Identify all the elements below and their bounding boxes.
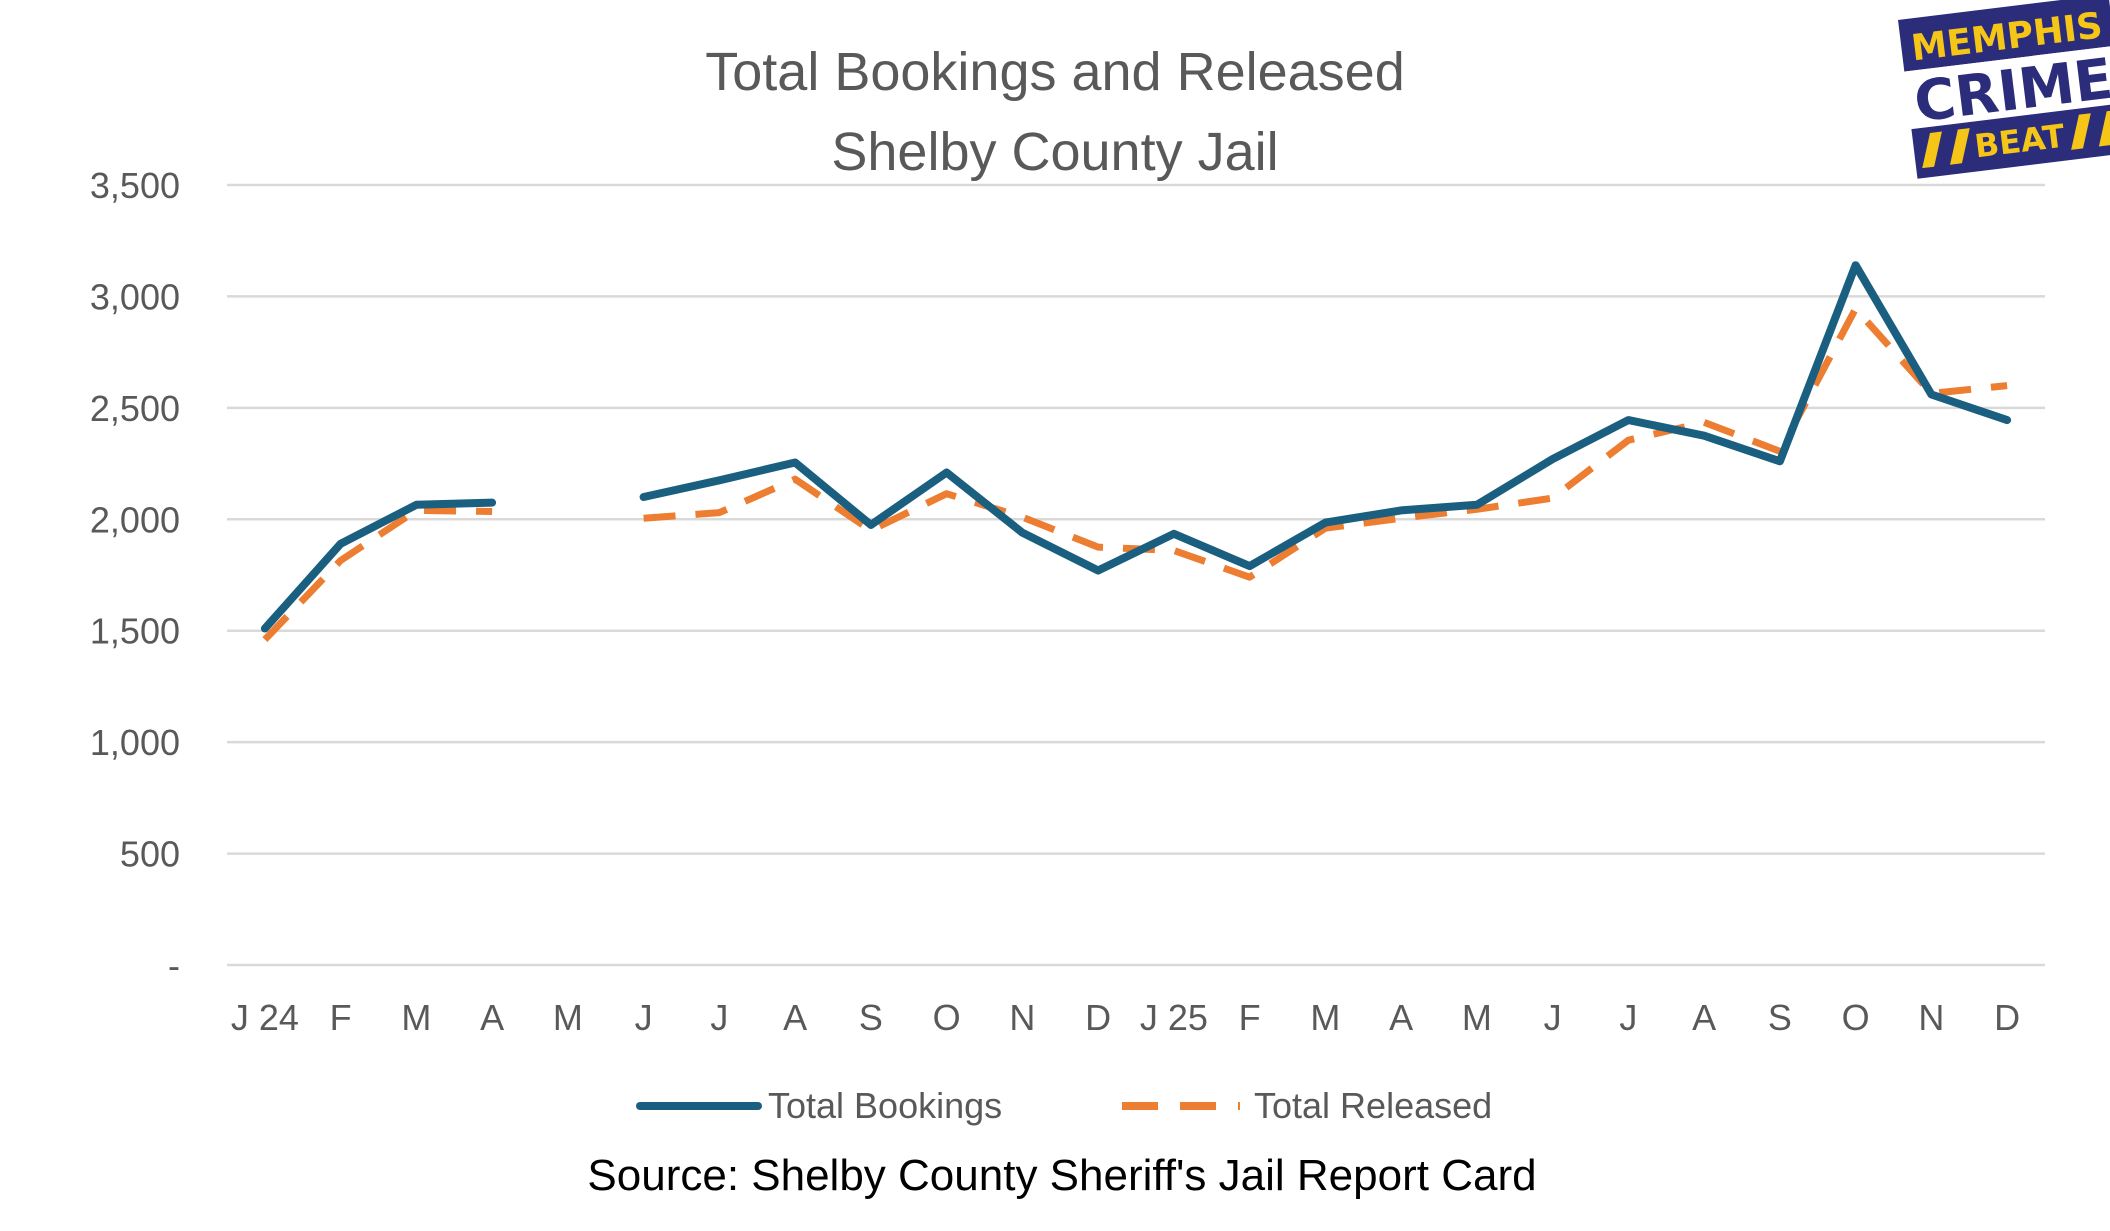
logo-stripe — [1922, 131, 1942, 169]
x-tick-label: D — [1085, 997, 1111, 1038]
chart-title-line-2: Shelby County Jail — [831, 122, 1278, 182]
x-tick-label: A — [480, 997, 504, 1038]
logo-stripe — [1950, 128, 1970, 165]
y-tick-label: 3,500 — [90, 165, 180, 206]
x-tick-label: O — [1842, 997, 1870, 1038]
x-tick-label: M — [553, 997, 583, 1038]
series-line-total-bookings — [260, 261, 2012, 633]
x-tick-label: F — [1239, 997, 1261, 1038]
y-tick-label: 2,000 — [90, 499, 180, 540]
x-tick-label: J — [635, 997, 653, 1038]
gridlines — [227, 183, 2045, 967]
x-tick-label: S — [1768, 997, 1792, 1038]
x-tick-label: D — [1994, 997, 2020, 1038]
y-tick-label: 1,500 — [90, 611, 180, 652]
x-tick-label: N — [1918, 997, 1944, 1038]
logo-stripe — [2098, 109, 2110, 147]
x-tick-label: J — [710, 997, 728, 1038]
y-tick-label: 1,000 — [90, 722, 180, 763]
legend-label-total-released: Total Released — [1254, 1085, 1492, 1126]
memphis-crime-beat-logo: MEMPHIS CRIME BEAT — [1898, 0, 2110, 179]
logo-band-bottom — [1911, 103, 2110, 179]
series-line-total-released — [262, 305, 2008, 643]
logo-band-top — [1898, 0, 2110, 72]
y-tick-label: 500 — [120, 834, 180, 875]
x-tick-label: J 24 — [231, 997, 299, 1038]
chart-title-line-1: Total Bookings and Released — [705, 42, 1404, 102]
x-axis-tick-labels: J 24 F M A M J J A S O N D J 25 F M A M J J A S O N D — [231, 997, 2020, 1038]
x-tick-label: J 25 — [1140, 997, 1208, 1038]
x-tick-label: J — [1619, 997, 1637, 1038]
y-tick-label: 2,500 — [90, 388, 180, 429]
y-tick-label: 3,000 — [90, 276, 180, 317]
x-tick-label: A — [1692, 997, 1716, 1038]
chart-title: Total Bookings and Released Shelby Count… — [705, 42, 1404, 182]
legend-label-total-bookings: Total Bookings — [768, 1085, 1002, 1126]
x-tick-label: S — [859, 997, 883, 1038]
source-note: Source: Shelby County Sheriff's Jail Rep… — [587, 1151, 1536, 1200]
logo-stripe — [2071, 113, 2091, 150]
x-tick-label: A — [1389, 997, 1413, 1038]
x-tick-label: N — [1009, 997, 1035, 1038]
logo-band-middle — [1904, 45, 2110, 130]
x-tick-label: J — [1544, 997, 1562, 1038]
x-tick-label: M — [1310, 997, 1340, 1038]
y-tick-label: - — [168, 945, 180, 986]
x-tick-label: F — [330, 997, 352, 1038]
legend: Total Bookings Total Released — [636, 1085, 1492, 1126]
x-tick-label: A — [783, 997, 807, 1038]
y-axis-tick-labels: - 500 1,000 1,500 2,000 2,500 3,000 3,500 — [90, 165, 180, 986]
x-tick-label: M — [1462, 997, 1492, 1038]
series-lines — [260, 261, 2012, 643]
x-tick-label: O — [933, 997, 961, 1038]
x-tick-label: M — [401, 997, 431, 1038]
